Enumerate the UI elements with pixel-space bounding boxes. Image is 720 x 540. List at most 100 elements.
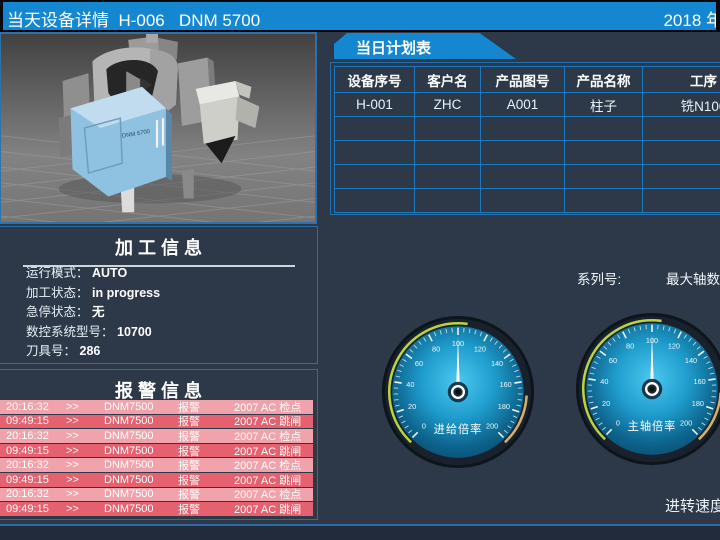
- field-label: 加工状态：: [26, 285, 89, 300]
- plan-table-body: H-001ZHCA001柱子铣N100: [334, 92, 720, 213]
- alarm-detail: 2007 AC 跳闸: [234, 474, 302, 487]
- alarm-row: 20:16:32 >> DNM7500 报警 2007 AC 检点: [0, 487, 313, 502]
- table-cell: [334, 188, 415, 213]
- processing-info-fields: 运行模式： AUTO 加工状态： in progress 急停状态： 无数控系统型号…: [26, 264, 309, 362]
- plan-table-header-row: 设备序号 客户名 产品图号 产品名称 工序: [334, 66, 720, 93]
- feed-override-gauge: 020406080100120140160180200进给倍率: [381, 315, 535, 469]
- plan-col-header: 产品图号: [480, 66, 565, 93]
- alarm-time: 09:49:15: [6, 502, 49, 515]
- serial-number-label: 系列号:: [577, 272, 622, 287]
- table-cell: [564, 188, 643, 213]
- alarm-row: 09:49:15 >> DNM7500 报警 2007 AC 跳闸: [0, 502, 313, 516]
- alarm-device: DNM7500: [104, 400, 154, 413]
- alarm-row: 20:16:32 >> DNM7500 报警 2007 AC 检点: [0, 458, 313, 472]
- gauge-tick-label: 0: [422, 421, 426, 430]
- table-cell: 铣N100: [642, 92, 720, 117]
- table-cell: [480, 188, 565, 213]
- alarm-type: 报警: [178, 430, 200, 443]
- alarm-arrow: >>: [66, 415, 79, 428]
- gauge-tick-label: 60: [415, 359, 423, 368]
- alarm-arrow: >>: [66, 444, 79, 457]
- alarm-device: DNM7500: [104, 473, 154, 486]
- table-cell: ZHC: [414, 92, 481, 117]
- alarm-detail: 2007 AC 检点: [234, 401, 302, 414]
- alarm-arrow: >>: [66, 502, 79, 515]
- alarm-device: DNM7500: [104, 429, 154, 442]
- machine-image-panel: DNM 5700: [0, 32, 317, 224]
- plan-col-header: 设备序号: [334, 66, 415, 93]
- field-label: 运行模式：: [26, 266, 89, 280]
- alarm-row: 09:49:15 >> DNM7500 报警 2007 AC 跳闸: [0, 414, 313, 429]
- plan-col-header: 产品名称: [564, 66, 643, 93]
- alarm-detail: 2007 AC 跳闸: [234, 503, 302, 516]
- gauge-tick-label: 140: [491, 359, 503, 368]
- alarm-detail: 2007 AC 检点: [234, 489, 302, 502]
- table-row: [334, 140, 720, 165]
- alarm-rows: 20:16:32 >> DNM7500 报警 2007 AC 检点 09:49:15 >> D…: [0, 400, 313, 517]
- table-row: [334, 164, 720, 189]
- alarm-time: 09:49:15: [6, 473, 49, 486]
- gauge-tick-label: 40: [406, 380, 414, 389]
- gauge-tick-label: 180: [498, 402, 510, 411]
- field-label: 数控系统型号：: [26, 324, 114, 339]
- alarm-time: 20:16:32: [6, 459, 49, 472]
- table-cell: [642, 188, 720, 213]
- field-value: 无: [88, 305, 105, 320]
- gauge-tick-label: 120: [668, 341, 680, 350]
- gauge-tick-label: 160: [500, 380, 512, 389]
- alarm-row: 20:16:32 >> DNM7500 报警 2007 AC 检点: [0, 400, 313, 414]
- alarm-row: 20:16:32 >> DNM7500 报警 2007 AC 检点: [0, 429, 313, 443]
- alarm-type: 报警: [178, 460, 200, 472]
- table-cell: H-001: [334, 92, 415, 117]
- max-axes-label: 最大轴数: [666, 272, 720, 287]
- gauge-tick-label: 180: [692, 399, 704, 408]
- alarm-type: 报警: [178, 503, 200, 516]
- alarm-device: DNM7500: [104, 502, 154, 515]
- machine-badge: DNM 5700: [122, 129, 152, 140]
- table-cell: [564, 140, 643, 165]
- alarm-device: DNM7500: [104, 459, 154, 472]
- processing-info-title: 加 工 信 息: [114, 238, 202, 258]
- table-cell: [414, 164, 481, 189]
- gauge-tick-label: 40: [600, 377, 608, 386]
- field-value: in progress: [88, 285, 161, 300]
- alarm-detail: 2007 AC 跳闸: [234, 445, 302, 458]
- gauge-tick-label: 0: [616, 418, 620, 427]
- gauge-tick-label: 60: [609, 356, 617, 365]
- page-title: 当天设备详情 H-006 DNM 5700: [7, 11, 261, 30]
- alarm-type: 报警: [178, 445, 200, 458]
- gauge-tick-label: 200: [680, 418, 692, 427]
- table-cell: [480, 164, 565, 189]
- plan-col-header: 客户名: [414, 66, 481, 93]
- field-value: 10700: [113, 324, 152, 339]
- cnc-machine-render: DNM 5700: [58, 34, 260, 213]
- gauge-tick-label: 80: [432, 344, 440, 353]
- table-cell: [334, 116, 415, 141]
- table-row: [334, 116, 720, 141]
- table-row: H-001ZHCA001柱子铣N100: [334, 92, 720, 117]
- table-row: [334, 188, 720, 213]
- gauge-tick-label: 160: [694, 377, 706, 386]
- topbar-wrap: 当天设备详情 H-006 DNM 5700 2018 年: [0, 0, 720, 32]
- alarm-arrow: >>: [66, 459, 79, 472]
- alarm-device: DNM7500: [104, 444, 154, 457]
- processing-field: 刀具号： 286: [26, 342, 309, 362]
- table-cell: [334, 164, 415, 189]
- table-cell: [414, 140, 481, 165]
- table-cell: [564, 116, 643, 141]
- alarm-type: 报警: [178, 416, 200, 429]
- alarm-row: 09:49:15 >> DNM7500 报警 2007 AC 跳闸: [0, 443, 313, 458]
- topbar-date: 2018 年: [663, 11, 716, 30]
- gauge-label: 主轴倍率: [628, 419, 677, 433]
- alarm-time: 20:16:32: [6, 429, 49, 442]
- field-label: 急停状态：: [26, 305, 89, 320]
- tab-daily-plan[interactable]: 当日计划表: [334, 33, 516, 59]
- gauge-label: 进给倍率: [434, 422, 483, 436]
- topbar: 当天设备详情 H-006 DNM 5700 2018 年: [3, 2, 716, 30]
- table-cell: [480, 116, 565, 141]
- alarm-arrow: >>: [66, 488, 79, 501]
- alarm-info-title: 报 警 信 息: [114, 381, 202, 401]
- table-cell: [414, 116, 481, 141]
